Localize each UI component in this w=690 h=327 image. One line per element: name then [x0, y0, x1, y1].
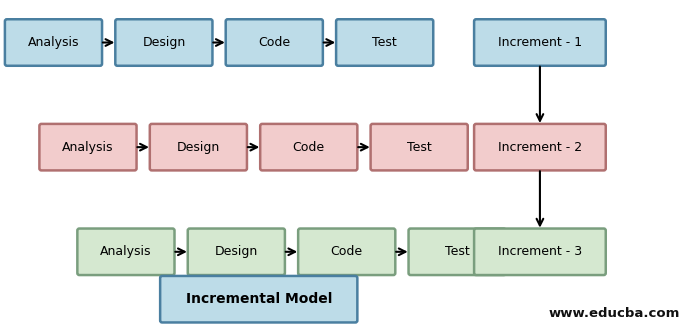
Text: Design: Design [142, 36, 186, 49]
Text: Increment - 1: Increment - 1 [498, 36, 582, 49]
Text: Code: Code [293, 141, 325, 154]
FancyBboxPatch shape [336, 19, 433, 66]
FancyBboxPatch shape [115, 19, 213, 66]
FancyBboxPatch shape [188, 229, 285, 275]
Text: Code: Code [331, 245, 363, 258]
FancyBboxPatch shape [408, 229, 506, 275]
FancyBboxPatch shape [150, 124, 247, 170]
FancyBboxPatch shape [5, 19, 102, 66]
Text: Increment - 2: Increment - 2 [498, 141, 582, 154]
Text: Code: Code [258, 36, 290, 49]
Text: www.educba.com: www.educba.com [549, 307, 680, 320]
Text: Design: Design [177, 141, 220, 154]
Text: Analysis: Analysis [28, 36, 79, 49]
FancyBboxPatch shape [474, 19, 606, 66]
FancyBboxPatch shape [39, 124, 137, 170]
FancyBboxPatch shape [474, 124, 606, 170]
Text: Analysis: Analysis [62, 141, 114, 154]
Text: Test: Test [445, 245, 469, 258]
FancyBboxPatch shape [371, 124, 468, 170]
FancyBboxPatch shape [260, 124, 357, 170]
FancyBboxPatch shape [226, 19, 323, 66]
FancyBboxPatch shape [160, 276, 357, 322]
Text: Analysis: Analysis [100, 245, 152, 258]
Text: Test: Test [373, 36, 397, 49]
Text: Incremental Model: Incremental Model [186, 292, 332, 306]
Text: Test: Test [407, 141, 431, 154]
FancyBboxPatch shape [77, 229, 175, 275]
FancyBboxPatch shape [298, 229, 395, 275]
Text: Design: Design [215, 245, 258, 258]
Text: Increment - 3: Increment - 3 [498, 245, 582, 258]
FancyBboxPatch shape [474, 229, 606, 275]
